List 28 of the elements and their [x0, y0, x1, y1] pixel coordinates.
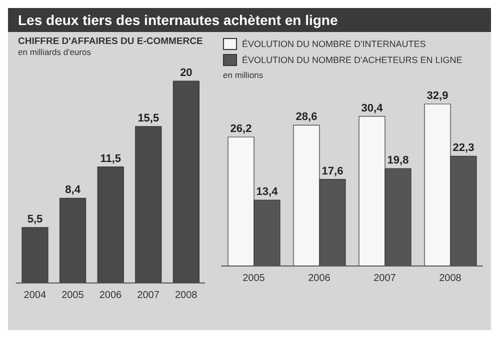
data-label: 5,5 — [27, 213, 43, 226]
legend-label: ÉVOLUTION DU NOMBRE D'INTERNAUTES — [241, 38, 427, 50]
data-label: 11,5 — [100, 152, 122, 165]
x-tick-label: 2006 — [99, 290, 122, 302]
x-tick-label: 2004 — [24, 290, 46, 302]
x-tick-label: 2005 — [242, 273, 266, 284]
legend-label: ÉVOLUTION DU NOMBRE D'ACHETEURS EN LIGNE — [241, 54, 464, 66]
x-tick-label: 2007 — [137, 290, 160, 302]
data-label: 19,8 — [387, 154, 409, 167]
y-axis-title: en millions — [223, 70, 264, 80]
data-label: 22,3 — [452, 142, 474, 154]
data-label: 15,5 — [138, 112, 160, 124]
data-label: 8,4 — [65, 184, 82, 196]
chart-subtitle: CHIFFRE D'AFFAIRES DU E-COMMERCE — [18, 36, 204, 47]
data-label: 17,6 — [322, 165, 344, 178]
x-tick-label: 2007 — [374, 273, 396, 284]
data-label: 32,9 — [426, 90, 448, 102]
data-label: 28,6 — [296, 111, 318, 124]
data-label: 13,4 — [256, 186, 279, 198]
data-label: 30,4 — [361, 102, 384, 114]
y-axis-title: en milliards d'euros — [18, 47, 92, 57]
x-tick-label: 2008 — [174, 290, 198, 302]
data-label: 26,2 — [230, 122, 252, 135]
chart-title: Les deux tiers des internautes achètent en ligne — [8, 8, 491, 32]
x-tick-label: 2005 — [62, 290, 84, 302]
data-label: 20 — [180, 67, 192, 79]
x-tick-label: 2006 — [308, 273, 331, 284]
x-tick-label: 2008 — [439, 273, 462, 284]
